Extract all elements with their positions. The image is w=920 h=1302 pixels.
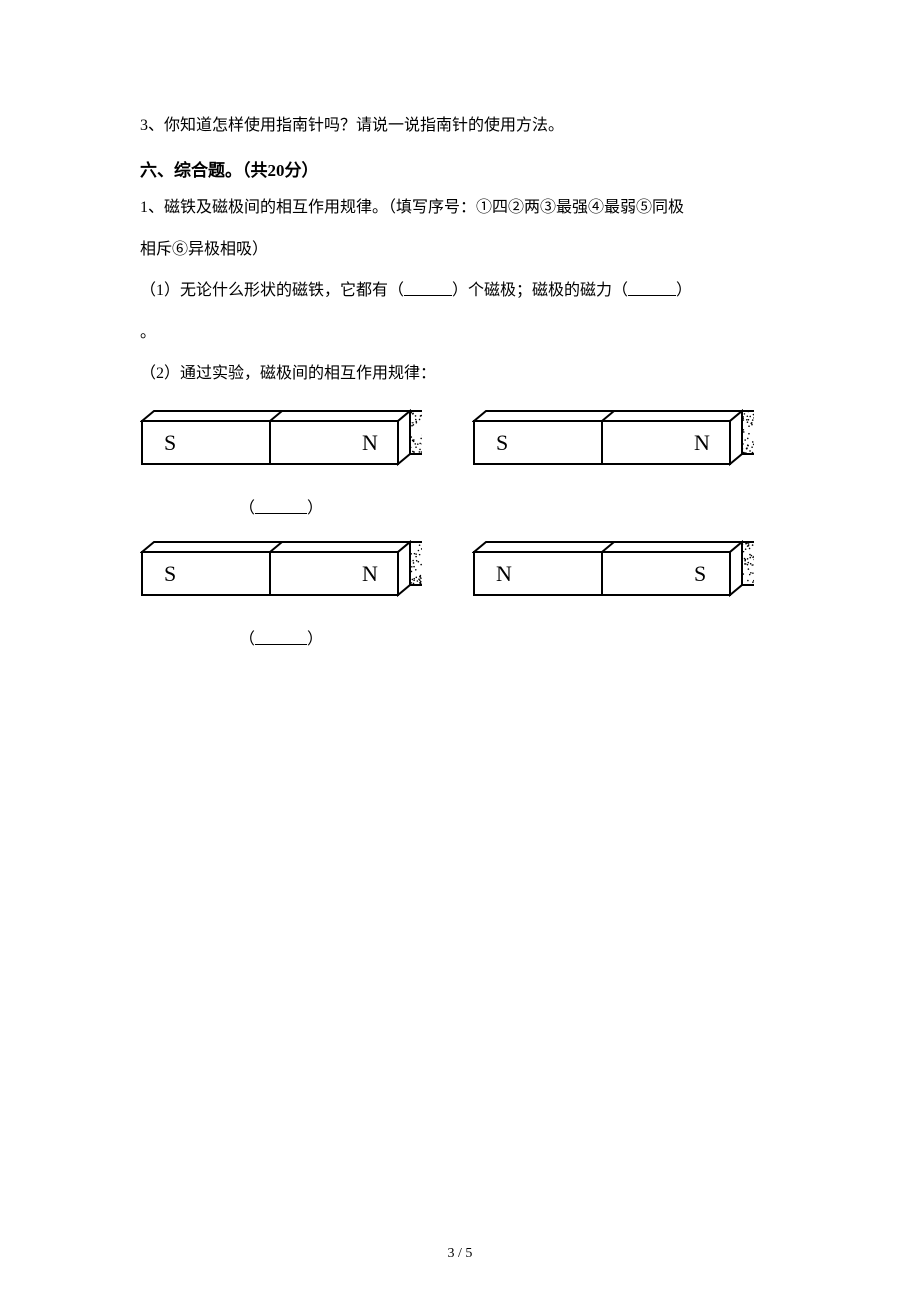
sub-question-2: （2）通过实验，磁极间的相互作用规律：	[140, 357, 780, 391]
paren-open-1: （	[239, 500, 255, 517]
svg-text:S: S	[164, 430, 176, 455]
paren-close-1: ）	[307, 500, 323, 517]
magnet-1-1: SN	[140, 409, 422, 480]
blank-answer-1[interactable]	[255, 498, 307, 514]
question-1-intro-line1: 1、磁铁及磁极间的相互作用规律。（填写序号：①四②两③最强④最弱⑤同极	[140, 191, 780, 225]
page-number: 3 / 5	[0, 1246, 920, 1262]
sub1-part-a: （1）无论什么形状的磁铁，它都有（	[140, 282, 404, 299]
sub1-tail-line: 。	[140, 316, 780, 350]
magnet-2-1: SN	[140, 540, 422, 611]
svg-text:N: N	[362, 430, 378, 455]
blank-2[interactable]	[628, 280, 676, 296]
magnets-area: SN SN （） SN NS （）	[140, 409, 780, 649]
sub1-part-c: ）	[676, 282, 692, 299]
section-6-title: 六、综合题。（共20分）	[140, 156, 780, 181]
svg-text:S: S	[694, 561, 706, 586]
svg-text:S: S	[164, 561, 176, 586]
question-1-intro-line2: 相斥⑥异极相吸）	[140, 233, 780, 267]
sub1-part-b: ）个磁极；磁极的磁力（	[452, 282, 628, 299]
magnets-row-1: SN SN	[140, 409, 780, 480]
blank-answer-2[interactable]	[255, 629, 307, 645]
paren-open-2: （	[239, 631, 255, 648]
magnet-1-2: SN	[472, 409, 754, 480]
sub-question-1: （1）无论什么形状的磁铁，它都有（ ）个磁极；磁极的磁力（ ）	[140, 274, 780, 308]
magnet-2-2: NS	[472, 540, 754, 611]
svg-text:N: N	[496, 561, 512, 586]
magnets-row-2: SN NS	[140, 540, 780, 611]
svg-text:N: N	[694, 430, 710, 455]
caption-row-1: （）	[140, 494, 422, 518]
caption-row-2: （）	[140, 625, 422, 649]
question-3: 3、你知道怎样使用指南针吗？请说一说指南针的使用方法。	[140, 110, 780, 142]
blank-1[interactable]	[404, 280, 452, 296]
svg-text:S: S	[496, 430, 508, 455]
svg-text:N: N	[362, 561, 378, 586]
paren-close-2: ）	[307, 631, 323, 648]
